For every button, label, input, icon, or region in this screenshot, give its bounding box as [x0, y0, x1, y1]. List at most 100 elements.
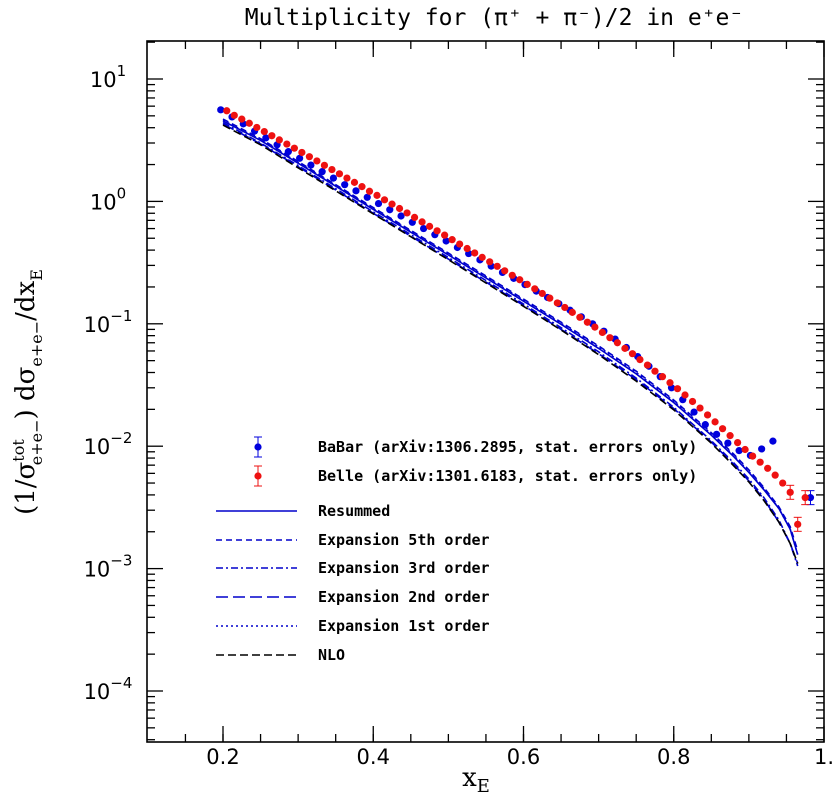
legend-marker	[254, 443, 262, 451]
data-point-1	[290, 144, 298, 152]
data-point-0	[374, 199, 383, 208]
data-point-1	[380, 196, 389, 204]
legend-label: NLO	[318, 646, 345, 664]
series-line-5	[222, 123, 799, 564]
data-point-1	[238, 115, 246, 123]
data-point-1	[335, 170, 344, 178]
y-tick-label: 10−1	[84, 307, 133, 337]
data-point-1	[456, 240, 464, 248]
legend-label: Expansion 2nd order	[318, 588, 490, 606]
data-point-0	[419, 224, 428, 233]
data-point-0	[724, 439, 732, 447]
legend-label: Expansion 5th order	[318, 531, 490, 549]
data-point-1	[703, 411, 712, 419]
data-point-1	[320, 161, 329, 169]
data-point-1	[606, 334, 614, 342]
x-tick-label: 1.	[814, 745, 834, 769]
axis-ticks: 0.2 0.4 0.6 0.8 1. 101 100 10−1 10−2 10−3 10−4	[84, 41, 834, 769]
data-point-1	[576, 313, 584, 321]
data-point-1	[718, 425, 727, 433]
data-point-1	[501, 267, 509, 275]
data-point-1	[328, 165, 336, 174]
data-point-0	[262, 134, 270, 142]
data-point-1	[343, 174, 351, 182]
data-point-1	[418, 218, 426, 226]
data-point-0	[758, 445, 766, 453]
data-point-1	[223, 107, 231, 115]
data-point-1	[651, 367, 659, 375]
data-point-1	[673, 385, 682, 393]
data-point-1	[598, 328, 606, 337]
data-point-1	[666, 379, 674, 387]
data-point-0	[341, 181, 349, 189]
x-tick-label: 0.4	[357, 745, 390, 769]
data-point-1	[260, 127, 268, 136]
data-point-1	[493, 262, 501, 270]
data-point-1	[358, 183, 366, 191]
data-point-1	[658, 373, 667, 381]
data-point-1	[749, 452, 757, 460]
data-point-1	[621, 344, 629, 352]
data-point-1	[516, 276, 524, 284]
series-line-7	[222, 124, 799, 564]
data-point-0	[296, 154, 304, 162]
data-point-0	[217, 106, 225, 114]
data-point-0	[806, 494, 815, 502]
data-point-0	[712, 430, 721, 438]
data-point-1	[583, 318, 591, 326]
data-point-1	[433, 227, 441, 235]
data-point-0	[307, 161, 315, 169]
data-point-1	[794, 520, 802, 528]
chart-title: Multiplicity for (π⁺ + π⁻)/2 in e⁺e⁻	[245, 5, 744, 31]
data-point-0	[701, 421, 709, 429]
data-point-1	[734, 439, 742, 447]
data-point-1	[350, 178, 359, 186]
data-point-1	[230, 111, 238, 119]
series-line-3	[222, 118, 799, 551]
legend-label: Belle (arXiv:1301.6183, stat. errors onl…	[318, 467, 697, 485]
data-point-1	[245, 119, 253, 127]
data-point-1	[756, 458, 764, 466]
data-point-0	[352, 187, 360, 195]
data-point-0	[735, 447, 743, 455]
data-point-0	[690, 408, 698, 416]
data-point-0	[769, 437, 777, 445]
legend-label: Resummed	[318, 502, 390, 520]
data-point-1	[779, 479, 787, 487]
data-point-1	[275, 136, 283, 144]
legend-label: Expansion 1st order	[318, 617, 490, 635]
data-point-1	[764, 464, 772, 472]
series-line-2	[222, 120, 799, 555]
data-point-1	[463, 244, 471, 253]
plot-frame	[146, 40, 825, 743]
data-point-0	[386, 206, 394, 214]
data-point-0	[318, 168, 326, 176]
data-point-1	[478, 253, 486, 261]
series-group	[217, 106, 815, 567]
data-point-0	[284, 148, 292, 156]
x-tick-label: 0.6	[507, 745, 540, 769]
data-point-1	[741, 445, 749, 454]
series-line-4	[222, 121, 799, 567]
data-point-1	[696, 404, 704, 412]
data-point-1	[771, 471, 779, 479]
data-point-1	[568, 308, 576, 316]
data-point-1	[441, 231, 449, 239]
y-tick-label: 10−4	[84, 674, 133, 704]
legend-label: Expansion 3rd order	[318, 559, 490, 577]
x-tick-label: 0.2	[206, 745, 239, 769]
data-point-1	[613, 339, 622, 347]
data-point-1	[471, 249, 479, 257]
x-axis-label: xE	[462, 763, 490, 797]
data-point-1	[688, 397, 697, 406]
data-point-1	[786, 488, 794, 496]
legend: BaBar (arXiv:1306.2895, stat. errors onl…	[216, 436, 697, 664]
series-line-6	[222, 119, 799, 555]
data-point-0	[397, 212, 405, 220]
y-tick-label: 10−3	[84, 552, 133, 582]
data-point-1	[448, 236, 456, 244]
data-point-1	[553, 299, 561, 307]
data-point-1	[425, 222, 434, 230]
data-point-1	[365, 187, 374, 195]
data-point-1	[523, 280, 531, 288]
